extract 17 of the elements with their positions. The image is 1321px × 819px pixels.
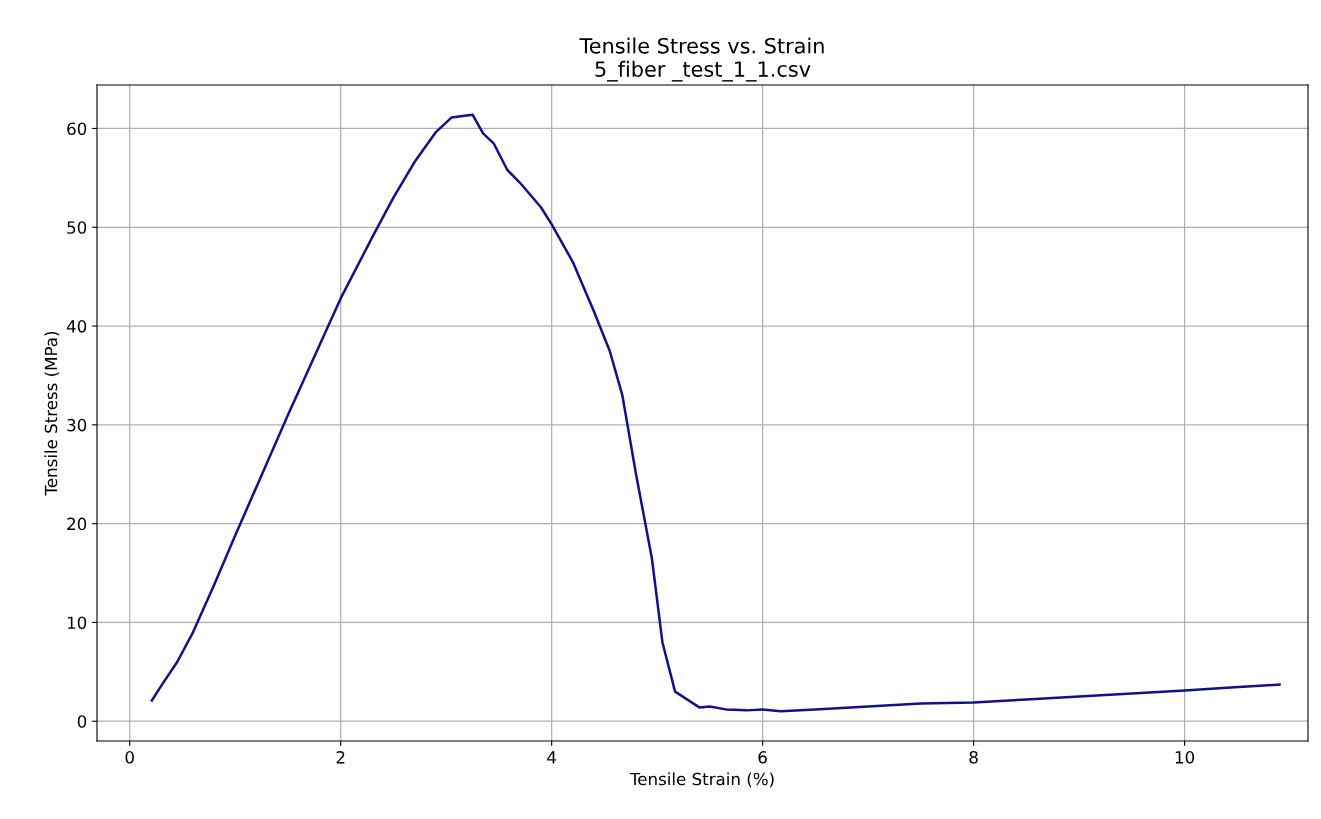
y-tick-label: 40 [66, 320, 87, 333]
x-tick-label: 0 [125, 751, 134, 764]
x-tick-label: 6 [758, 751, 767, 764]
x-tick-label: 8 [969, 751, 978, 764]
y-tick-label: 20 [67, 517, 87, 531]
chart-title: Tensile Stress vs. Strain 5_fiber _test_1_1.csv [579, 37, 824, 82]
y-tick-label: 50 [67, 221, 87, 234]
y-axis-title: Tensile Stress (MPa) [44, 331, 60, 496]
line-series [150, 113, 1281, 713]
x-tick-label: 10 [1175, 751, 1195, 764]
y-tick-label: 10 [67, 616, 87, 630]
y-tick-label: 30 [67, 418, 87, 432]
y-tick-label: 60 [67, 122, 87, 136]
x-tick-label: 4 [547, 751, 557, 764]
x-axis-title: Tensile Strain (%) [629, 772, 774, 788]
y-tick-label: 0 [77, 715, 87, 728]
x-tick-label: 2 [336, 751, 345, 764]
